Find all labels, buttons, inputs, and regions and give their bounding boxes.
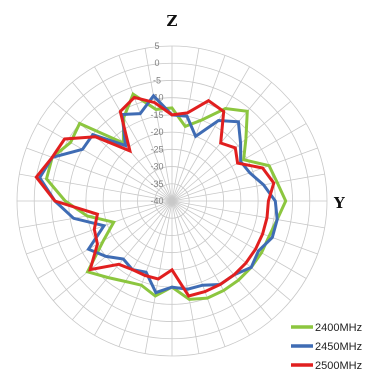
polar-grid [16, 45, 328, 357]
series-line-2500mhz [34, 95, 276, 298]
legend-label: 2450MHz [315, 341, 362, 353]
grid-spoke [19, 173, 173, 202]
radial-tick-label: -20 [150, 127, 163, 137]
grid-spoke [171, 200, 325, 229]
grid-spoke [144, 48, 173, 202]
grid-spoke [171, 101, 291, 202]
radial-tick-label: 5 [154, 41, 159, 51]
grid-spoke [26, 200, 173, 255]
grid-spoke [171, 200, 250, 336]
legend-label: 2400MHz [315, 322, 362, 334]
radial-tick-label: -35 [150, 179, 163, 189]
radial-tick-label: -30 [150, 162, 163, 172]
grid-spoke [94, 200, 173, 336]
grid-spoke [171, 200, 200, 354]
y-axis-label: Y [333, 194, 345, 212]
grid-spoke [72, 200, 173, 320]
grid-spoke [171, 200, 291, 301]
z-axis-label: Z [167, 12, 178, 30]
radial-tick-label: -25 [150, 144, 163, 154]
legend: 2400MHz 2450MHz 2500MHz [291, 322, 362, 372]
radial-tick-label: -5 [153, 75, 161, 85]
grid-spoke [171, 200, 307, 279]
grid-spoke [94, 66, 173, 202]
grid-spoke [37, 123, 173, 202]
grid-spoke [171, 173, 325, 202]
series-line-2450mhz [37, 93, 279, 295]
radial-tick-label: -15 [150, 110, 163, 120]
radial-tick-labels: 50-5-10-15-20-25-30-35-40 [150, 41, 163, 206]
legend-label: 2500MHz [315, 360, 362, 372]
grid-spoke [171, 200, 272, 320]
radial-tick-label: -40 [150, 196, 163, 206]
grid-spoke [171, 200, 226, 347]
grid-spoke [171, 66, 250, 202]
grid-spoke [171, 147, 318, 202]
grid-spoke [118, 55, 173, 202]
grid-spoke [26, 147, 173, 202]
radial-tick-label: 0 [154, 58, 159, 68]
grid-spoke [171, 55, 226, 202]
grid-spoke [171, 200, 318, 255]
grid-spoke [53, 101, 173, 202]
grid-spoke [53, 200, 173, 301]
series-lines [34, 91, 288, 301]
